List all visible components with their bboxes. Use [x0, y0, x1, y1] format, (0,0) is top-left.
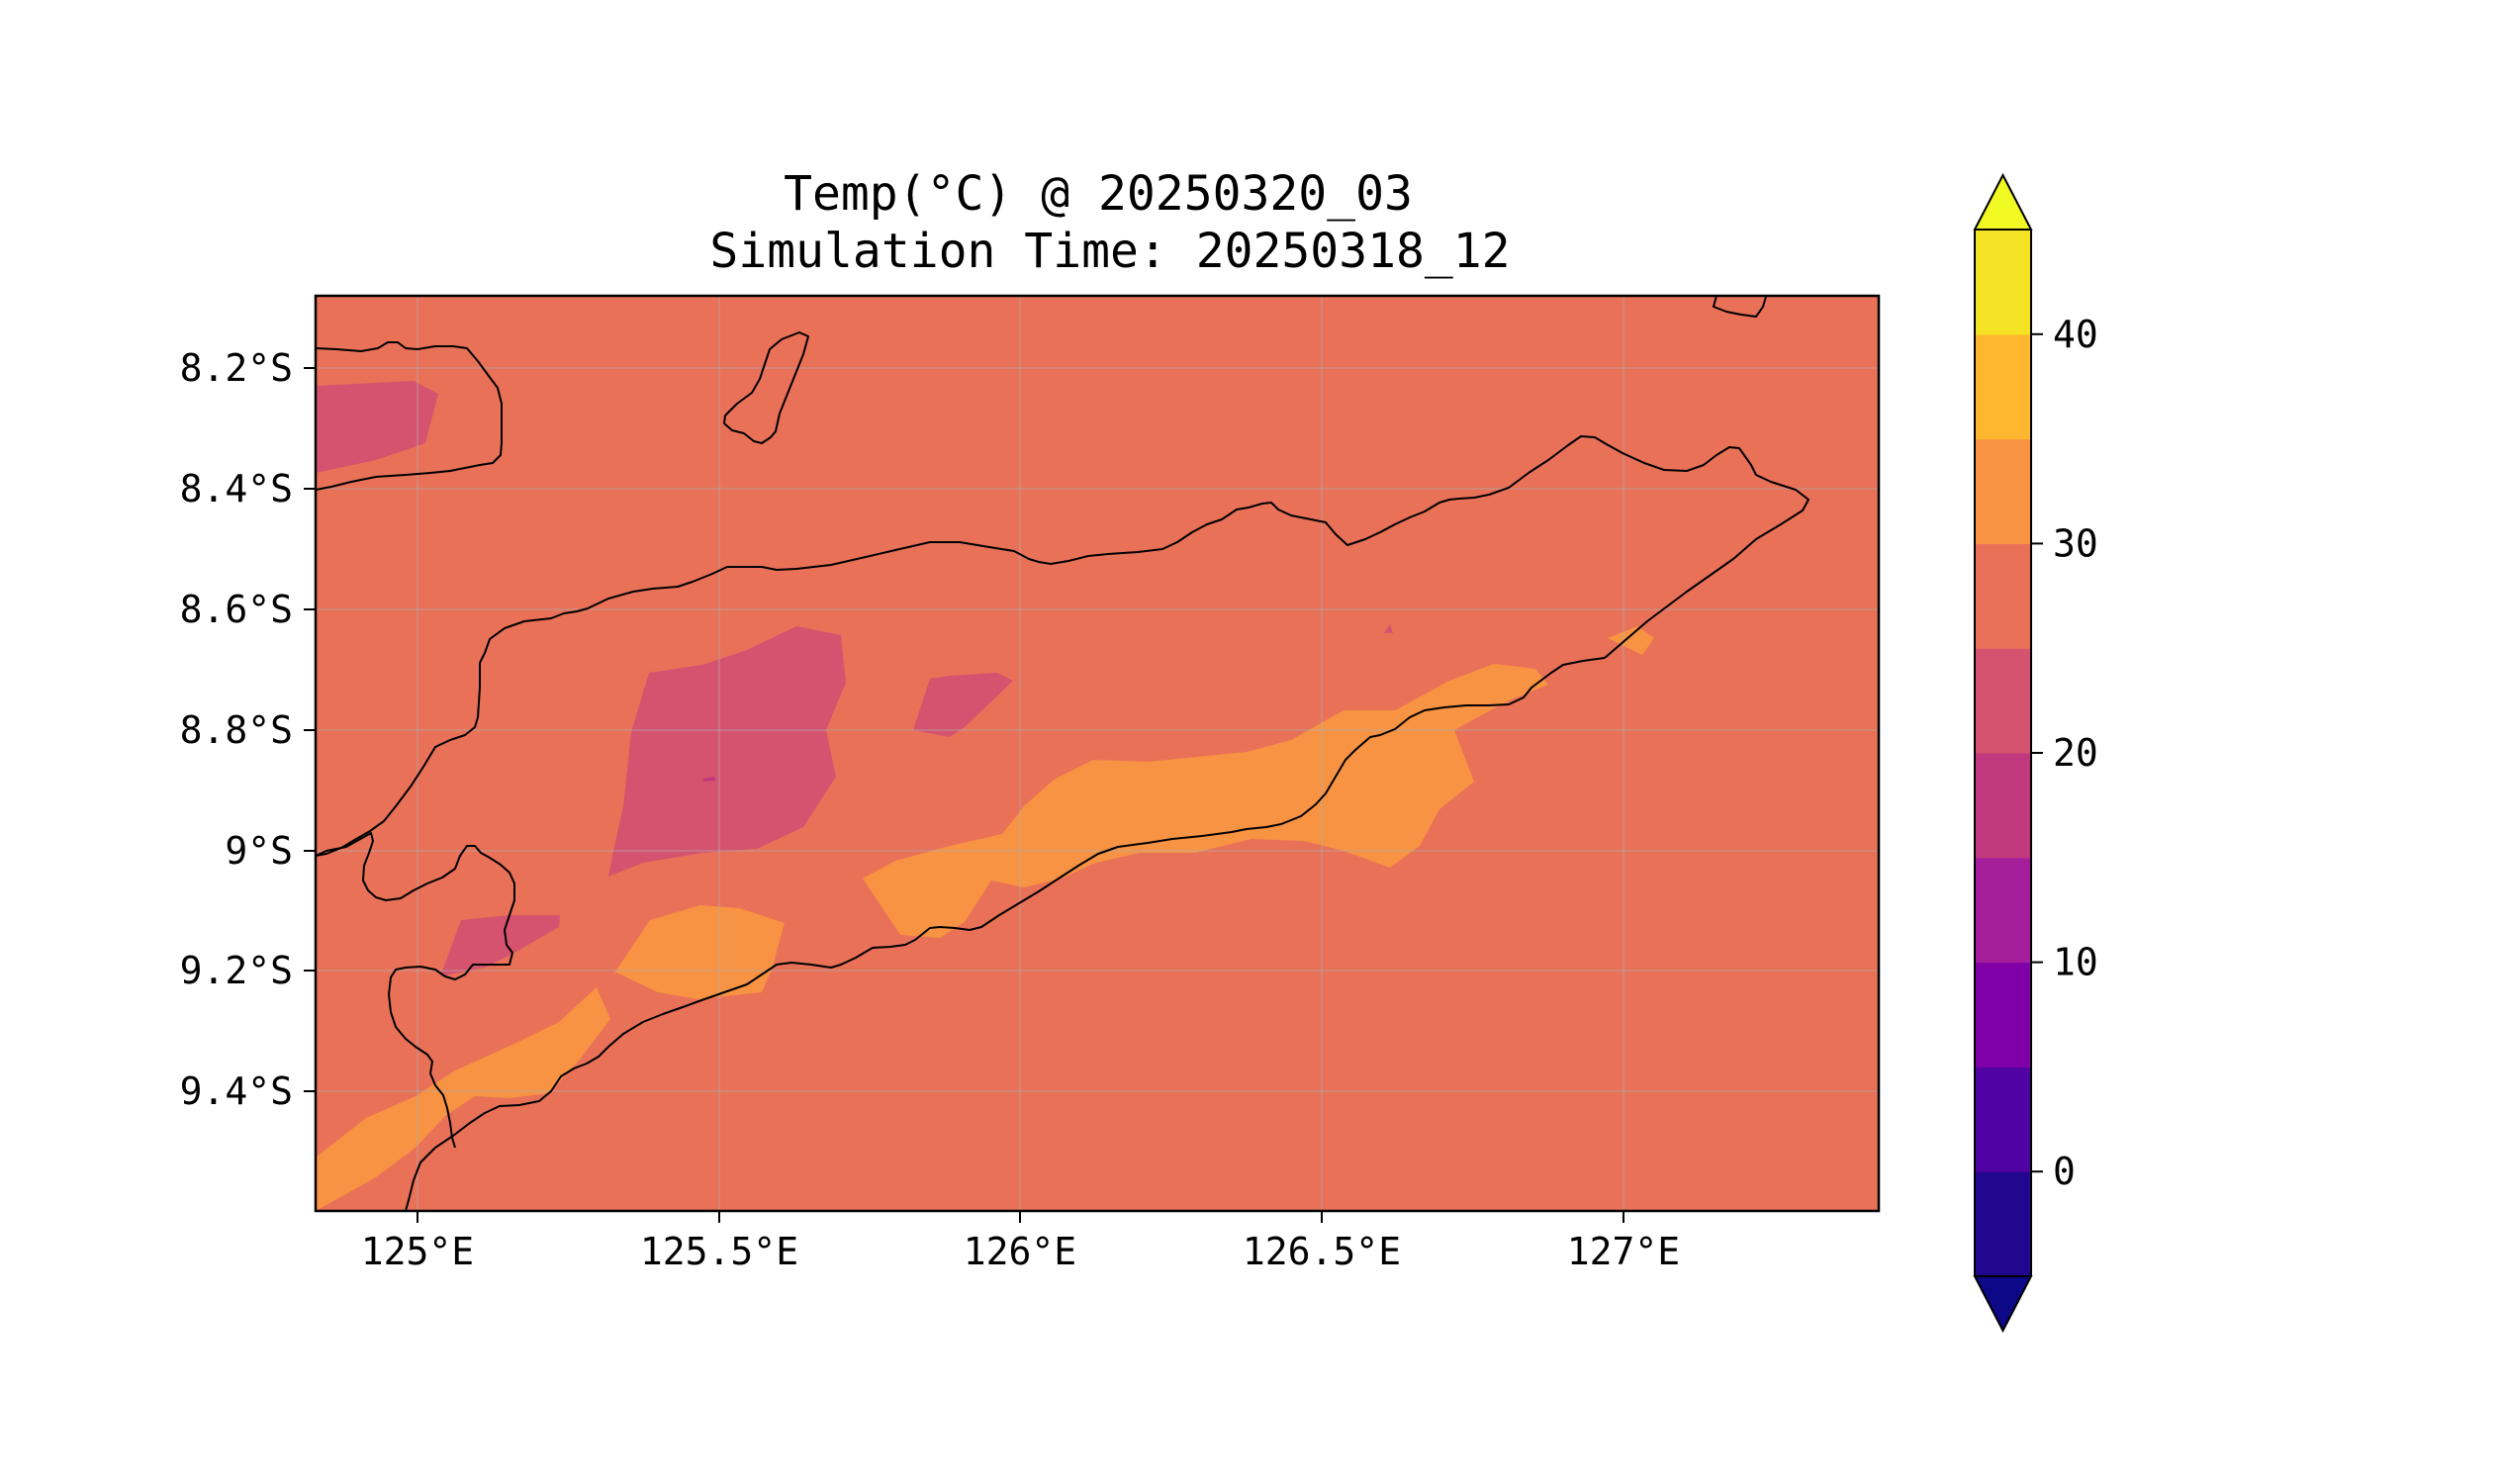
colorbar: 0 10 20 30 40 — [1973, 172, 2098, 1334]
colorbar-extend-min — [1973, 1275, 2033, 1334]
temperature-patch — [1608, 626, 1654, 655]
map-title-line2: Simulation Time: 20250318_12 — [709, 224, 1510, 279]
coastline-northeast-islet — [1713, 296, 1767, 318]
lon-tick-label: 126.5°E — [1243, 1230, 1401, 1273]
colorbar-band — [1975, 438, 2031, 544]
coastline-wetar-atauro — [316, 341, 503, 491]
colorbar-tick-label: 0 — [2053, 1150, 2076, 1193]
lat-tick-label: 9.4°S — [180, 1069, 293, 1113]
lat-tick-label: 8.6°S — [180, 588, 293, 631]
lat-tick-label: 8.2°S — [180, 346, 293, 390]
coastlines — [316, 296, 1809, 1211]
colorbar-band — [1975, 543, 2031, 649]
coastline-atauro-island — [723, 331, 809, 444]
map-title-line1: Temp(°C) @ 20250320_03 — [784, 166, 1413, 222]
lon-tick-label: 125.5°E — [640, 1230, 798, 1273]
colorbar-band — [1975, 1171, 2031, 1277]
colorbar-band — [1975, 1067, 2031, 1172]
lat-tick-labels: 8.2°S 8.4°S 8.6°S 8.8°S 9°S 9.2°S 9.4°S — [180, 346, 293, 1113]
temperature-patch — [1384, 624, 1393, 633]
lat-tick-label: 9°S — [225, 829, 293, 873]
temperature-patch — [913, 673, 1013, 737]
lat-tick-label: 9.2°S — [180, 949, 293, 992]
colorbar-tick-label: 30 — [2053, 521, 2098, 565]
temperature-patch — [316, 381, 438, 473]
colorbar-band — [1975, 333, 2031, 440]
colorbar-band — [1975, 857, 2031, 964]
coastline-west-bay — [316, 832, 515, 1149]
coastline-timor-south — [405, 657, 1606, 1211]
lat-axis — [304, 367, 316, 1092]
lat-tick-label: 8.8°S — [180, 708, 293, 752]
temperature-patch — [613, 905, 785, 999]
colorbar-band — [1975, 648, 2031, 754]
colorbar-tick-label: 10 — [2053, 941, 2098, 984]
lon-tick-labels: 125°E 125.5°E 126°E 126.5°E 127°E — [361, 1230, 1680, 1273]
temperature-band-30-35 — [316, 626, 1654, 1211]
colorbar-band — [1975, 230, 2031, 335]
temperature-patch — [863, 664, 1548, 938]
temperature-band-20-25 — [316, 381, 1393, 976]
colorbar-tick-label: 20 — [2053, 731, 2098, 775]
lon-axis — [417, 1211, 1624, 1223]
lon-tick-label: 127°E — [1567, 1230, 1680, 1273]
lon-tick-label: 126°E — [964, 1230, 1076, 1273]
colorbar-band — [1975, 962, 2031, 1067]
temperature-band-15-20 — [702, 777, 716, 782]
colorbar-band — [1975, 753, 2031, 859]
temperature-patch — [316, 987, 610, 1211]
colorbar-extend-max — [1973, 172, 2033, 231]
colorbar-tick-label: 40 — [2053, 313, 2098, 356]
temperature-patch — [608, 626, 846, 877]
lat-tick-label: 8.4°S — [180, 467, 293, 510]
lon-tick-label: 125°E — [361, 1230, 474, 1273]
temperature-patch — [440, 915, 560, 976]
map-plot-area — [316, 296, 1879, 1211]
map-gridlines — [316, 296, 1879, 1211]
map-frame — [314, 294, 1881, 1213]
coastline-timor — [316, 435, 1809, 857]
